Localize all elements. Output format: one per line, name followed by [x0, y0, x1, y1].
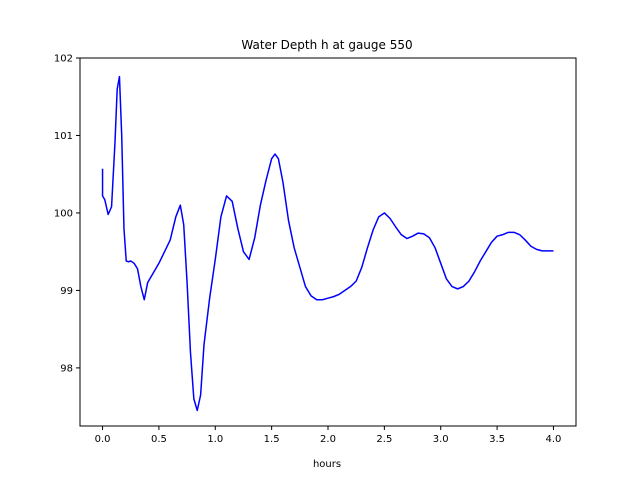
x-tick-label: 2.0	[320, 434, 336, 445]
y-tick-label: 99	[60, 286, 73, 297]
x-tick-label: 3.5	[489, 434, 505, 445]
x-tick-label: 1.0	[207, 434, 223, 445]
y-tick-label: 100	[54, 208, 73, 219]
x-tick-label: 2.5	[376, 434, 392, 445]
y-tick-label: 98	[60, 363, 73, 374]
y-tick-label: 101	[54, 131, 73, 142]
x-axis-label: hours	[313, 459, 341, 470]
x-tick-label: 0.5	[151, 434, 167, 445]
y-tick-label: 102	[54, 54, 73, 65]
chart-title: Water Depth h at gauge 550	[241, 38, 412, 52]
x-axis: 0.0 0.5 1.0 1.5 2.0 2.5 3.0 3.5 4.0	[95, 426, 562, 445]
plot-area	[101, 75, 554, 412]
plot-frame	[79, 57, 577, 427]
x-tick-label: 4.0	[546, 434, 562, 445]
y-axis: 98 99 100 101 102	[54, 54, 80, 374]
x-tick-label: 1.5	[264, 434, 280, 445]
x-tick-label: 0.0	[95, 434, 111, 445]
x-tick-label: 3.0	[433, 434, 449, 445]
series-line-0	[101, 75, 554, 412]
